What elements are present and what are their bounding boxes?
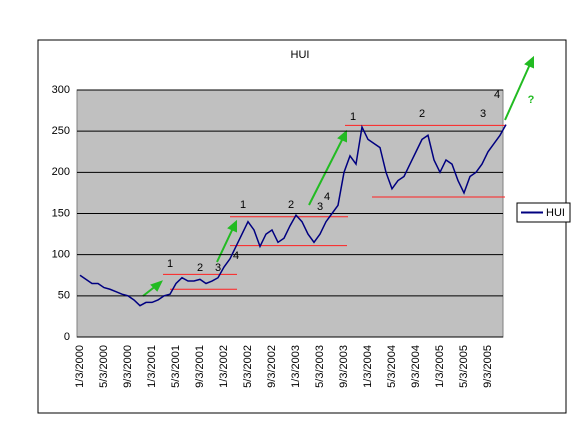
annotation: 2 [197,262,203,274]
x-tick-label: 9/3/2002 [266,345,278,388]
data-line [79,124,507,307]
x-tick-label: 1/3/2005 [434,345,446,388]
legend-label: HUI [546,207,565,219]
y-tick-label: 50 [58,290,70,302]
x-tick-label: 9/3/2000 [122,345,134,388]
x-tick-label: 9/3/2001 [194,345,206,388]
x-tick-label: 9/3/2005 [482,345,494,388]
trend-arrows [142,55,534,297]
annotation: 4 [494,89,500,101]
annotation: 2 [288,199,294,211]
x-tick-label: 5/3/2001 [170,345,182,388]
annotation: 2 [419,108,425,120]
x-tick-label: 9/3/2004 [410,345,422,388]
y-tick-label: 300 [52,84,70,96]
x-tick-label: 1/3/2003 [290,345,302,388]
x-tick-label: 5/3/2005 [458,345,470,388]
x-tick-label: 5/3/2003 [314,345,326,388]
x-tick-label: 5/3/2004 [386,345,398,388]
y-tick-label: 250 [52,125,70,137]
x-tick-label: 1/3/2002 [218,345,230,388]
annotation: 3 [317,201,323,213]
y-tick-label: 100 [52,249,70,261]
annotation: 3 [215,262,221,274]
x-tick-label: 9/3/2003 [338,345,350,388]
y-tick-label: 200 [52,166,70,178]
chart-title: HUI [291,49,310,61]
annotation: 4 [324,191,330,203]
x-tick-label: 1/3/2000 [74,345,86,388]
x-tick-label: 5/3/2000 [98,345,110,388]
annotation: 3 [480,108,486,120]
legend [516,202,571,223]
annotation: 1 [167,258,173,270]
y-tick-label: 150 [52,207,70,219]
x-tick-label: 1/3/2004 [362,345,374,388]
y-tick-label: 0 [64,331,70,343]
annotation: ? [528,94,535,106]
x-tick-label: 5/3/2002 [242,345,254,388]
x-tick-label: 1/3/2001 [146,345,158,388]
annotation: 1 [350,111,356,123]
annotation: 4 [233,250,239,262]
annotation: 1 [240,199,246,211]
